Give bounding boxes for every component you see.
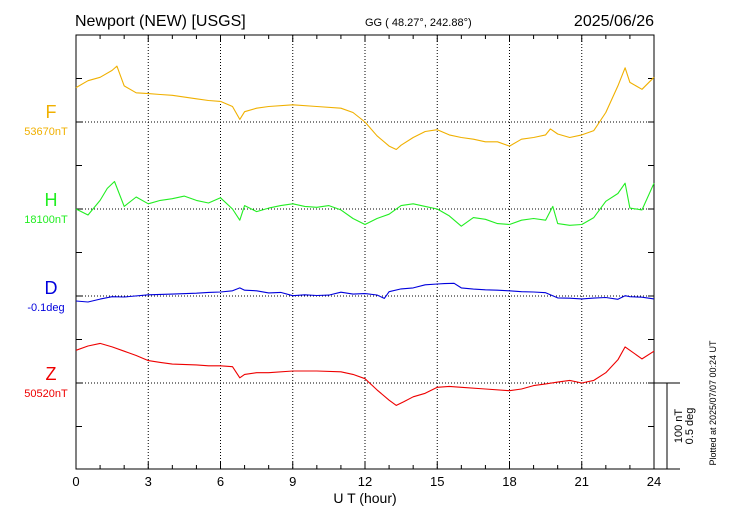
plotted-timestamp: Plotted at 2025/07/07 00:24 UT: [708, 340, 718, 466]
series-baseline-H: 18100nT: [24, 214, 68, 226]
x-tick-label-6: 6: [217, 474, 224, 489]
x-axis-label: U T (hour): [333, 490, 396, 506]
scale-bar-label-nt: 100 nT: [673, 409, 685, 444]
x-tick-label-3: 3: [145, 474, 152, 489]
series-baseline-F: 53670nT: [24, 126, 68, 138]
x-tick-label-9: 9: [289, 474, 296, 489]
scale-bar-label-deg: 0.5 deg: [684, 408, 696, 445]
series-name-F: F: [46, 102, 57, 122]
series-line-F: [75, 65, 655, 151]
x-tick-label-18: 18: [502, 474, 516, 489]
series-name-D: D: [45, 278, 58, 298]
station-title: Newport (NEW) [USGS]: [75, 13, 246, 30]
x-tick-label-15: 15: [430, 474, 444, 489]
x-tick-label-24: 24: [647, 474, 661, 489]
series-baseline-Z: 50520nT: [24, 388, 68, 400]
x-tick-labels: 0 3 6 9 12 15 18 21 24: [72, 474, 661, 489]
station-coordinates: GG ( 48.27°, 242.88°): [365, 17, 472, 29]
grid-lines: [76, 35, 654, 469]
series-name-Z: Z: [46, 364, 57, 384]
series-baseline-D: -0.1deg: [27, 302, 64, 314]
axis-ticks: [75, 35, 655, 469]
plot-date: 2025/06/26: [574, 13, 654, 30]
series-line-Z: [75, 342, 655, 406]
x-tick-label-0: 0: [72, 474, 79, 489]
x-tick-label-21: 21: [575, 474, 589, 489]
series-lines: [75, 65, 655, 406]
scale-bar: 100 nT 0.5 deg: [654, 382, 696, 470]
series-labels: F 53670nT H 18100nT D -0.1deg Z 50520nT: [24, 102, 68, 400]
series-line-D: [75, 282, 655, 303]
x-tick-label-12: 12: [358, 474, 372, 489]
series-name-H: H: [45, 190, 58, 210]
series-line-H: [75, 180, 655, 227]
